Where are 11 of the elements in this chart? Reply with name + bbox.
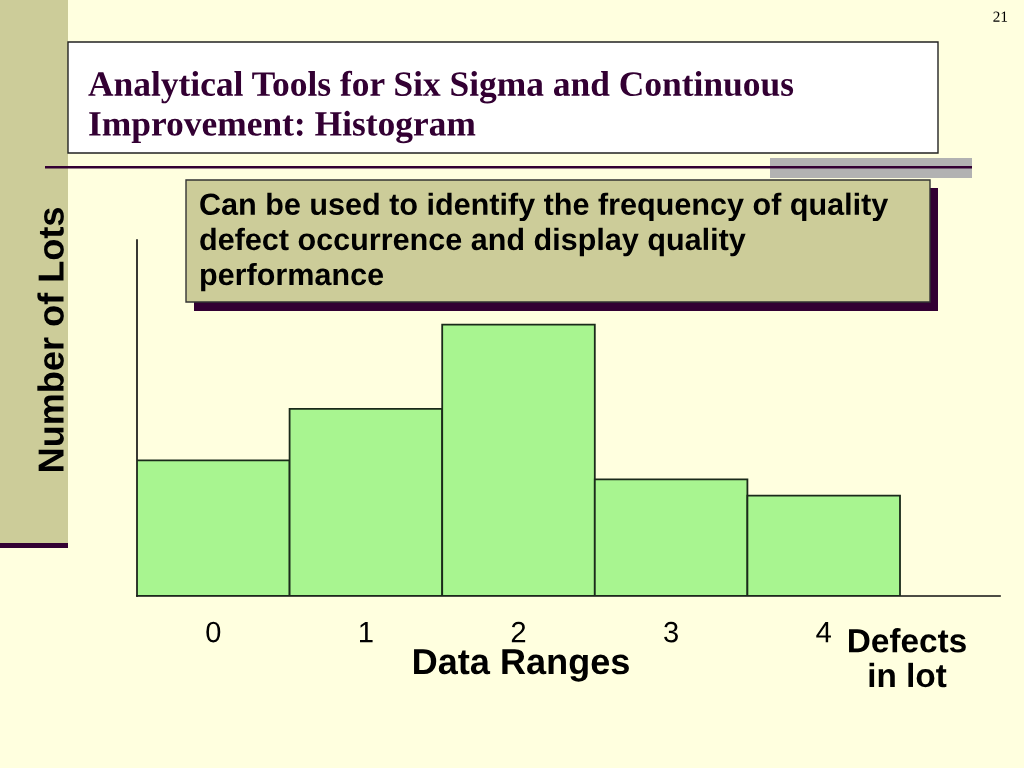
text: Can be used to identify the frequency of quality defect occurrence and display quality performance (200, 192, 889, 292)
x-tick-label: 0 (206, 621, 221, 643)
x-tick-label: 3 (664, 621, 678, 643)
x-tick-label: 1 (360, 622, 373, 643)
chart-title: Analytical Tools for Six Sigma and Continuous Improvement: Histogram (88, 70, 794, 144)
x-tick-label: 2 (511, 621, 526, 643)
text: Defects in lot (849, 628, 966, 688)
text: 21 (993, 11, 1008, 22)
x-tick-label: 4 (816, 622, 831, 643)
x-axis-title: Data Ranges (414, 649, 629, 682)
y-axis-title: Number of Lots (37, 208, 64, 471)
